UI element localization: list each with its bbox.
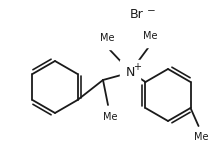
Text: Me: Me [103,112,117,122]
Text: Me: Me [194,132,209,142]
Text: +: + [133,62,141,72]
Text: −: − [147,6,156,16]
Text: Me: Me [100,33,114,43]
Text: N: N [125,66,135,78]
Text: Br: Br [130,9,144,21]
Text: Me: Me [143,31,157,41]
